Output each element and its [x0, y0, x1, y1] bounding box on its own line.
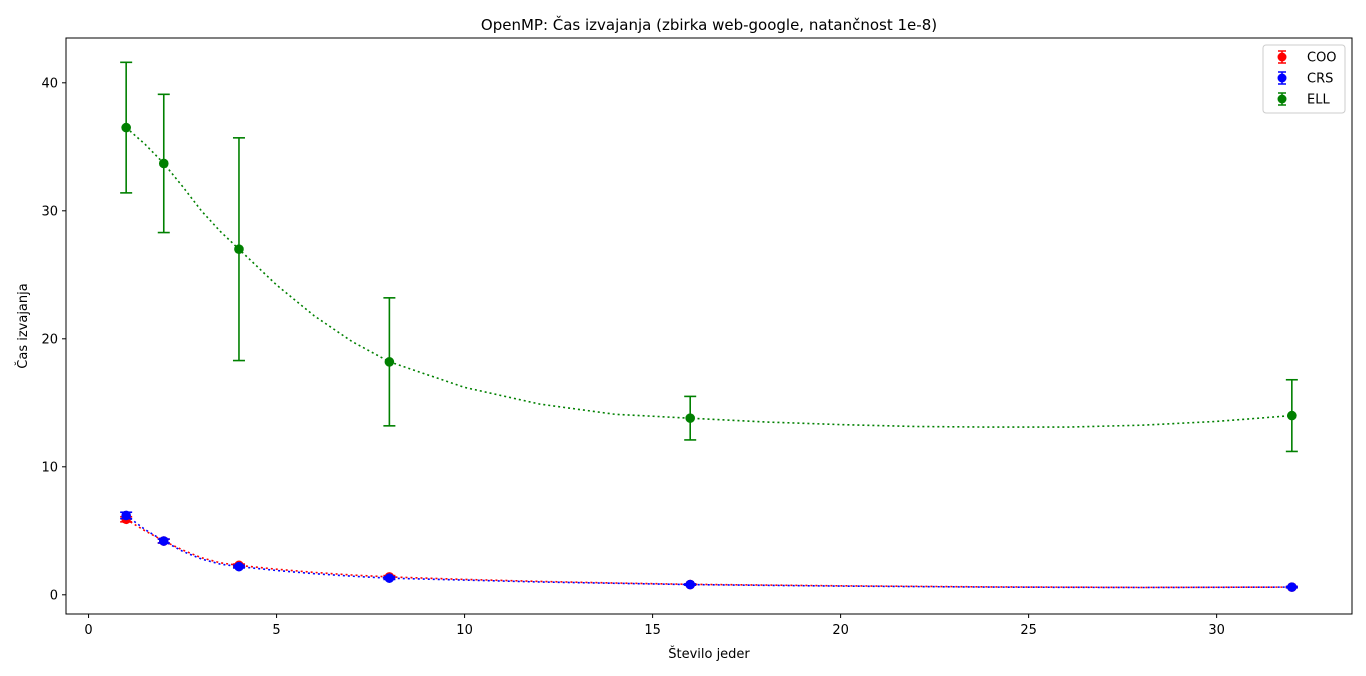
ell-point: [158, 158, 169, 169]
series-layer: [120, 61, 1298, 592]
plot-area: [65, 37, 1353, 615]
y-tick-label: 20: [41, 332, 58, 347]
ell-point: [234, 244, 244, 254]
chart-title: OpenMP: Čas izvajanja (zbirka web-google…: [481, 15, 937, 34]
x-tick-label: 15: [644, 623, 661, 638]
crs-point: [384, 573, 395, 583]
ell-point: [1287, 410, 1297, 421]
legend-marker: [1277, 94, 1287, 104]
x-tick-label: 0: [84, 623, 92, 638]
crs-point: [1287, 582, 1297, 592]
x-tick-label: 30: [1208, 623, 1225, 638]
x-axis-label: Število jeder: [668, 646, 750, 662]
legend-label: ELL: [1307, 93, 1330, 108]
y-tick-label: 40: [41, 76, 58, 91]
crs-point: [685, 579, 695, 590]
y-axis: 0 10 20 30 40: [41, 76, 66, 603]
x-tick-label: 10: [456, 623, 473, 638]
x-axis: 0 5 10 15 20 25 30: [84, 614, 1225, 638]
ell-point: [685, 413, 695, 423]
legend-marker: [1277, 52, 1287, 62]
series-crs: [120, 510, 1298, 592]
crs-point: [158, 536, 169, 546]
x-tick-label: 5: [272, 623, 280, 638]
legend: COO CRS ELL: [1262, 44, 1346, 114]
ell-point: [121, 122, 131, 133]
y-tick-label: 10: [41, 460, 58, 475]
crs-fit-line: [125, 514, 1292, 589]
legend-label: COO: [1307, 51, 1337, 66]
legend-item-coo: COO: [1277, 50, 1337, 66]
y-tick-label: 0: [50, 588, 58, 603]
y-tick-label: 30: [41, 204, 58, 219]
legend-item-crs: CRS: [1277, 71, 1333, 87]
crs-point: [121, 510, 131, 521]
legend-label: CRS: [1307, 72, 1333, 87]
legend-marker: [1277, 73, 1287, 83]
ell-point: [384, 357, 395, 367]
series-ell: [120, 61, 1298, 453]
legend-item-ell: ELL: [1277, 92, 1330, 108]
x-tick-label: 25: [1020, 623, 1037, 638]
x-tick-label: 20: [832, 623, 849, 638]
crs-point: [234, 561, 244, 572]
coo-fit-line: [125, 518, 1292, 589]
y-axis-label: Čas izvajanja: [15, 283, 31, 368]
